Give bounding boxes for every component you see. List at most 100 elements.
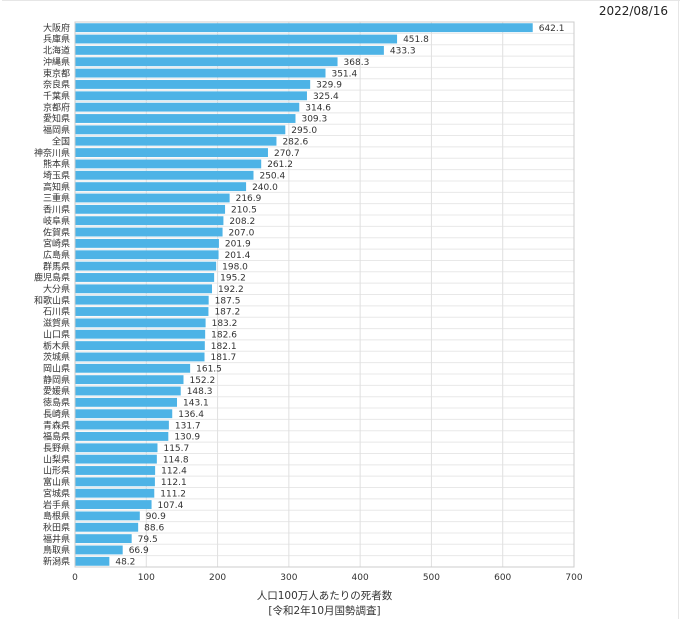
category-label: 長野県 [43,443,70,454]
value-label: 112.1 [161,478,187,488]
category-label: 滋賀県 [43,317,70,329]
bars [75,23,533,566]
category-label: 兵庫県 [43,33,70,45]
value-label: 143.1 [183,399,209,409]
bar [75,477,155,487]
category-label: 広島県 [43,249,70,261]
value-label: 261.2 [267,160,293,170]
bar [75,136,277,146]
value-label: 309.3 [301,115,327,125]
bar [75,386,181,396]
category-label: 宮崎県 [43,238,70,250]
value-label: 88.6 [144,523,164,533]
value-label: 183.2 [212,319,238,329]
x-tick-label: 600 [494,573,511,583]
bar [75,204,226,214]
bar [75,45,384,55]
category-label: 群馬県 [43,260,70,272]
bar [75,329,206,339]
bar [75,34,398,44]
value-label: 329.9 [316,81,342,91]
bar [75,318,206,328]
bar [75,250,219,260]
value-label: 111.2 [160,489,186,499]
category-label: 神奈川県 [34,147,70,159]
category-label: 青森県 [43,419,70,431]
bar [75,80,311,89]
category-label: 山梨県 [43,453,70,465]
value-label: 351.4 [331,69,357,79]
category-label: 石川県 [43,307,70,318]
x-tick-label: 200 [209,573,226,583]
bar [75,511,140,521]
bar [75,238,219,248]
category-label: 大分県 [43,283,70,295]
bar [75,57,338,67]
bar [75,273,215,282]
bar [75,102,300,112]
category-label: 山形県 [43,465,70,477]
category-label: 和歌山県 [34,294,70,306]
bar [75,545,123,555]
category-label: 愛媛県 [43,385,70,397]
bar [75,91,307,101]
bar [75,284,213,294]
bar [75,193,230,203]
category-label: 福井県 [43,533,70,545]
bar [75,363,191,373]
bar [75,454,157,464]
category-label: 徳島県 [43,397,70,409]
category-label: 静岡県 [43,374,70,386]
frame-right-border [678,0,679,619]
category-label: 宮城県 [43,487,70,499]
value-label: 207.0 [229,228,255,238]
bar [75,261,217,271]
bar [75,170,254,180]
category-label: 三重県 [43,192,70,204]
category-label: 高知県 [43,181,70,193]
value-label: 182.6 [211,330,237,340]
value-label: 195.2 [220,274,246,284]
bar [75,488,155,498]
x-tick-label: 400 [352,573,369,583]
value-label: 66.9 [129,546,149,556]
value-label: 642.1 [539,24,565,34]
value-label: 208.2 [229,217,255,227]
value-label: 314.6 [305,103,331,113]
category-label: 岐阜県 [43,215,70,227]
bar [75,397,178,407]
bar [75,23,533,33]
bar [75,227,223,237]
category-label: 佐賀県 [43,226,70,238]
bar [75,420,169,430]
category-label: 沖縄県 [43,56,70,68]
value-label: 282.6 [282,137,308,147]
bar [75,409,173,419]
value-label: 240.0 [252,183,278,193]
category-label: 山口県 [43,329,70,340]
value-label: 148.3 [187,387,213,397]
value-label: 131.7 [175,421,201,431]
category-label: 千葉県 [43,90,70,102]
value-label: 161.5 [196,365,222,375]
x-axis-note: [令和2年10月国勢調査] [268,604,380,617]
category-label: 全国 [52,135,70,147]
category-label: 鹿児島県 [34,272,70,284]
value-label: 192.2 [218,285,244,295]
value-label: 79.5 [138,535,158,545]
value-label: 270.7 [274,149,300,159]
bar [75,182,247,192]
category-label: 大阪府 [43,22,70,34]
bar [75,148,268,158]
category-label: 岡山県 [43,364,70,375]
category-label: 鳥取県 [43,544,70,556]
value-label: 295.0 [291,126,317,136]
value-label: 451.8 [403,35,429,45]
value-label: 433.3 [390,47,416,57]
value-label: 210.5 [231,206,257,216]
value-label: 216.9 [236,194,262,204]
value-label: 90.9 [146,512,166,522]
value-label: 198.0 [222,262,248,272]
category-label: 北海道 [43,45,70,57]
